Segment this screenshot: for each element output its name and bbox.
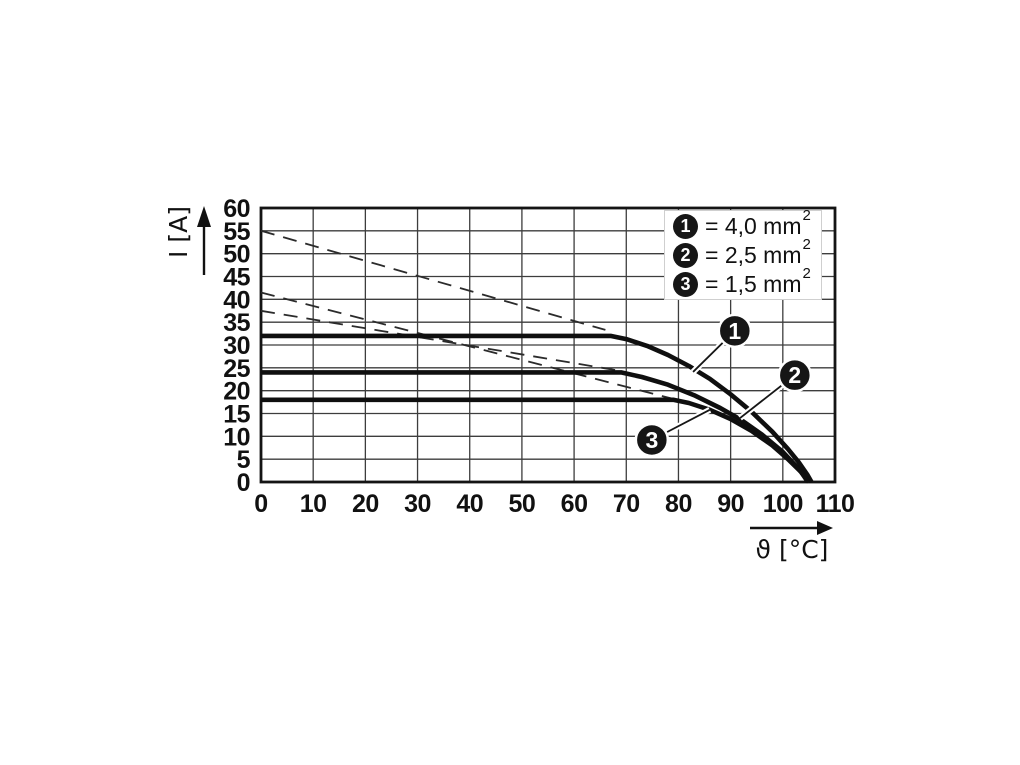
x-axis-arrow-icon [750,521,833,535]
x-tick-label: 90 [717,490,744,518]
legend: 1 = 4,0 mm 2 2 = 2,5 mm 2 3 = 1,5 mm 2 [664,207,822,300]
x-tick-label: 70 [613,490,640,518]
y-tick-label: 40 [223,286,250,314]
plot-border [259,206,837,484]
legend-item-4.0mm2: 1 = 4,0 mm 2 [673,207,821,241]
callout-markers: 1 2 3 [634,313,813,458]
legend-label: = 2,5 mm [705,241,802,268]
y-tick-label: 20 [223,378,250,406]
y-tick-label: 45 [223,264,250,292]
legend-label-superscript: 2 [802,206,811,224]
legend-item-1.5mm2: 3 = 1,5 mm 2 [673,265,821,299]
x-tick-label: 0 [254,490,267,518]
legend-marker-3: 3 [673,271,698,297]
y-tick-label: 50 [223,241,250,269]
y-tick-label: 15 [223,401,250,429]
y-tick-label: 55 [223,218,250,246]
y-axis-arrow-icon [197,206,211,275]
x-tick-label: 10 [300,490,327,518]
callout-marker-1 [717,313,753,349]
x-tick-label: 50 [509,490,536,518]
x-tick-label: 80 [665,490,692,518]
curve-4.0mm2 [261,333,814,484]
curve-1.5mm2 [261,397,810,484]
callout-number: 2 [788,362,801,388]
y-tick-label: 25 [223,355,250,383]
y-tick-label: 0 [237,469,250,497]
callout-marker-3 [634,422,670,458]
guide-line-3 [260,309,622,372]
y-tick-label: 5 [237,446,251,474]
y-axis-label: I [A] [164,206,193,258]
x-axis-tick-labels: 0 10 20 30 40 50 60 70 80 90 100 110 [254,490,855,518]
derating-curves [261,333,814,484]
y-tick-label: 35 [223,309,250,337]
callout-number: 1 [728,318,741,344]
legend-label-superscript: 2 [802,264,811,282]
x-tick-label: 110 [816,490,855,518]
guide-line-1 [260,229,606,331]
legend-label: = 4,0 mm [705,212,802,239]
callout-number: 3 [645,427,658,453]
x-axis-label: ϑ [°C] [756,535,829,564]
callout-marker-2 [777,357,813,393]
legend-label-superscript: 2 [802,235,811,253]
x-tick-label: 30 [404,490,431,518]
y-tick-label: 60 [223,195,250,223]
legend-item-2.5mm2: 2 = 2,5 mm 2 [673,236,821,270]
legend-marker-1: 1 [673,213,698,239]
y-tick-label: 30 [223,332,250,360]
legend-label: = 1,5 mm [705,270,802,297]
legend-marker-2: 2 [673,242,698,268]
y-tick-label: 10 [223,423,250,451]
dashed-guide-lines [260,229,674,400]
x-tick-label: 60 [561,490,588,518]
x-tick-label: 40 [456,490,483,518]
x-tick-label: 100 [763,490,803,518]
x-tick-label: 20 [352,490,379,518]
